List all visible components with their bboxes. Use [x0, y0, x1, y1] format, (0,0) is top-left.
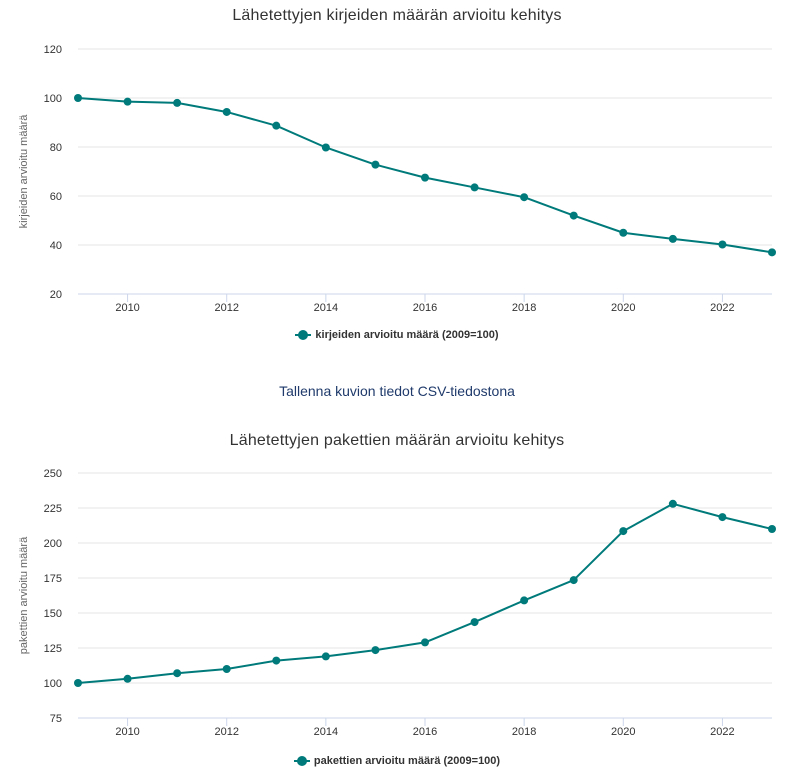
parcels-y-tick-label: 125 — [44, 643, 62, 655]
parcels-x-tick-label: 2020 — [611, 726, 635, 738]
letters-legend-item[interactable]: kirjeiden arvioitu määrä (2009=100) — [295, 329, 499, 341]
parcels-data-point — [173, 669, 182, 678]
parcels-chart-legend: pakettien arvioitu määrä (2009=100) — [0, 755, 794, 769]
letters-legend-label: kirjeiden arvioitu määrä (2009=100) — [315, 329, 499, 341]
parcels-data-point — [569, 576, 578, 585]
parcels-x-tick-label: 2018 — [512, 726, 536, 738]
parcels-data-point — [74, 679, 82, 687]
letters-y-tick-label: 20 — [50, 289, 62, 301]
parcels-data-point — [272, 656, 281, 665]
letters-data-point — [272, 121, 281, 130]
parcels-chart: Lähetettyjen pakettien määrän arvioitu k… — [0, 428, 794, 772]
letters-y-tick-label: 60 — [50, 191, 62, 203]
parcels-y-tick-label: 250 — [44, 468, 62, 480]
letters-x-tick-label: 2020 — [611, 302, 635, 314]
parcels-y-tick-label: 225 — [44, 503, 62, 515]
letters-data-point — [520, 193, 529, 202]
parcels-data-point — [371, 646, 380, 655]
letters-data-point — [619, 228, 628, 237]
parcels-data-point — [421, 638, 429, 647]
legend-line-marker-icon — [293, 756, 310, 766]
parcels-chart-plot: 75 100 125 150 175 200 225 250 2010 2012 2014 2016 2… — [18, 468, 776, 738]
letters-chart-legend: kirjeiden arvioitu määrä (2009=100) — [0, 329, 794, 343]
parcels-y-tick-label: 200 — [44, 538, 62, 550]
parcels-y-tick-label: 150 — [44, 608, 62, 620]
parcels-chart-title: Lähetettyjen pakettien määrän arvioitu k… — [229, 432, 565, 449]
parcels-series-line — [77, 502, 773, 684]
parcels-data-point — [718, 513, 727, 522]
letters-data-point — [668, 234, 677, 243]
parcels-data-point — [123, 674, 132, 683]
parcels-x-tick-label: 2014 — [314, 726, 338, 738]
letters-chart-plot: 20 40 60 80 100 120 2010 2012 2014 2016 2018 2020 20… — [18, 44, 776, 314]
letters-data-point — [123, 97, 132, 106]
letters-data-point — [569, 211, 578, 220]
parcels-data-point — [520, 596, 529, 605]
letters-data-point — [421, 173, 429, 182]
letters-data-point — [321, 143, 330, 152]
legend-line-marker-icon — [295, 330, 312, 340]
parcels-data-point — [768, 525, 776, 533]
letters-x-tick-label: 2014 — [314, 302, 338, 314]
parcels-legend-label: pakettien arvioitu määrä (2009=100) — [313, 755, 501, 767]
letters-data-point — [768, 248, 776, 257]
parcels-y-tick-label: 175 — [44, 573, 62, 585]
parcels-x-tick-label: 2012 — [214, 726, 238, 738]
parcels-y-tick-label: 75 — [50, 713, 62, 725]
parcels-legend-item[interactable]: pakettien arvioitu määrä (2009=100) — [293, 755, 501, 767]
letters-x-tick-label: 2012 — [214, 302, 238, 314]
save-csv-link[interactable]: Tallenna kuvion tiedot CSV-tiedostona — [279, 383, 515, 399]
letters-chart-title: Lähetettyjen kirjeiden määrän arvioitu k… — [232, 7, 562, 24]
letters-x-tick-label: 2018 — [512, 302, 536, 314]
parcels-data-point — [470, 618, 479, 627]
parcels-x-tick-label: 2022 — [710, 726, 734, 738]
letters-y-tick-label: 80 — [50, 142, 62, 154]
letters-data-point — [470, 183, 479, 192]
letters-chart: Lähetettyjen kirjeiden määrän arvioitu k… — [0, 0, 794, 360]
letters-data-point — [222, 107, 231, 116]
letters-y-tick-label: 100 — [44, 93, 62, 105]
letters-data-point — [718, 240, 727, 249]
letters-x-tick-label: 2010 — [115, 302, 139, 314]
letters-data-point — [173, 98, 182, 107]
letters-y-tick-label: 40 — [50, 240, 62, 252]
parcels-data-point — [619, 527, 628, 536]
parcels-data-point — [321, 652, 330, 661]
parcels-data-point — [668, 499, 677, 508]
letters-x-tick-label: 2022 — [710, 302, 734, 314]
parcels-y-tick-label: 100 — [44, 678, 62, 690]
parcels-x-tick-label: 2010 — [115, 726, 139, 738]
letters-y-axis-title: kirjeiden arvioitu määrä — [18, 114, 30, 229]
parcels-data-point — [222, 665, 231, 673]
parcels-y-axis-title: pakettien arvioitu määrä — [18, 536, 30, 654]
letters-x-tick-label: 2016 — [413, 302, 437, 314]
letters-data-point — [371, 160, 380, 169]
parcels-x-tick-label: 2016 — [413, 726, 437, 738]
letters-data-point — [74, 94, 82, 102]
letters-y-tick-label: 120 — [44, 44, 62, 56]
